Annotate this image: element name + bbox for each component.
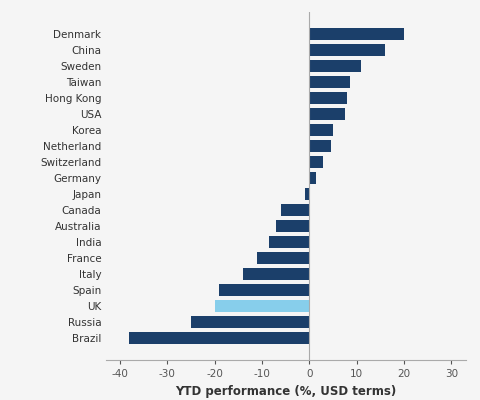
- Bar: [243, 268, 309, 280]
- Bar: [276, 220, 309, 232]
- Bar: [257, 252, 309, 264]
- Bar: [281, 204, 309, 216]
- Bar: [309, 124, 333, 136]
- Bar: [215, 300, 309, 312]
- Bar: [309, 140, 331, 152]
- Bar: [309, 44, 385, 56]
- Bar: [309, 172, 316, 184]
- Bar: [219, 284, 309, 296]
- Bar: [309, 108, 345, 120]
- Bar: [269, 236, 309, 248]
- Bar: [129, 332, 309, 344]
- Bar: [304, 188, 309, 200]
- X-axis label: YTD performance (%, USD terms): YTD performance (%, USD terms): [175, 384, 396, 398]
- Bar: [309, 76, 349, 88]
- Bar: [309, 156, 324, 168]
- Bar: [191, 316, 309, 328]
- Bar: [309, 28, 404, 40]
- Bar: [309, 92, 347, 104]
- Bar: [309, 60, 361, 72]
